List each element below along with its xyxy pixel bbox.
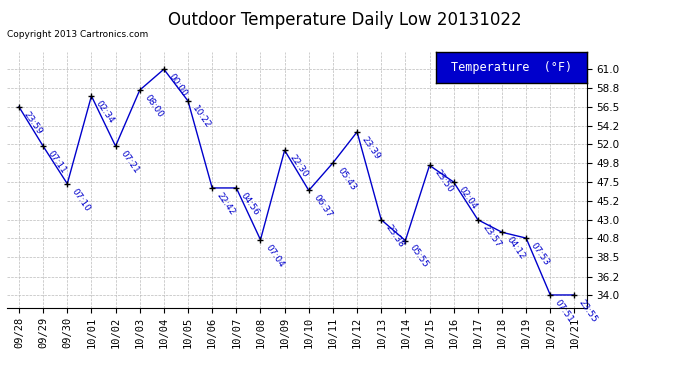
- Text: 23:38: 23:38: [384, 222, 406, 249]
- Text: 00:00: 00:00: [167, 72, 189, 98]
- Text: 23:57: 23:57: [481, 222, 503, 249]
- Text: 23:50: 23:50: [433, 168, 455, 194]
- Text: 07:10: 07:10: [70, 186, 92, 213]
- Text: 22:42: 22:42: [215, 191, 237, 217]
- Text: 23:55: 23:55: [578, 298, 600, 324]
- Text: 05:55: 05:55: [408, 243, 431, 270]
- Text: 07:21: 07:21: [119, 149, 141, 175]
- Text: 04:12: 04:12: [505, 235, 527, 261]
- Text: 07:53: 07:53: [529, 241, 551, 267]
- Text: 08:00: 08:00: [143, 93, 165, 119]
- Text: 07:04: 07:04: [264, 243, 286, 269]
- Text: 23:39: 23:39: [360, 135, 382, 161]
- Text: 02:34: 02:34: [95, 99, 117, 125]
- Text: Outdoor Temperature Daily Low 20131022: Outdoor Temperature Daily Low 20131022: [168, 11, 522, 29]
- Text: 10:22: 10:22: [191, 104, 213, 130]
- Text: 07:11: 07:11: [46, 149, 68, 175]
- Text: 22:30: 22:30: [288, 153, 310, 179]
- Text: 06:37: 06:37: [312, 193, 334, 220]
- Text: 04:56: 04:56: [239, 191, 262, 217]
- Text: 07:51: 07:51: [553, 298, 575, 324]
- Text: 23:59: 23:59: [22, 110, 44, 136]
- Text: 05:43: 05:43: [336, 166, 358, 192]
- Text: Copyright 2013 Cartronics.com: Copyright 2013 Cartronics.com: [7, 30, 148, 39]
- Text: 02:04: 02:04: [457, 185, 479, 211]
